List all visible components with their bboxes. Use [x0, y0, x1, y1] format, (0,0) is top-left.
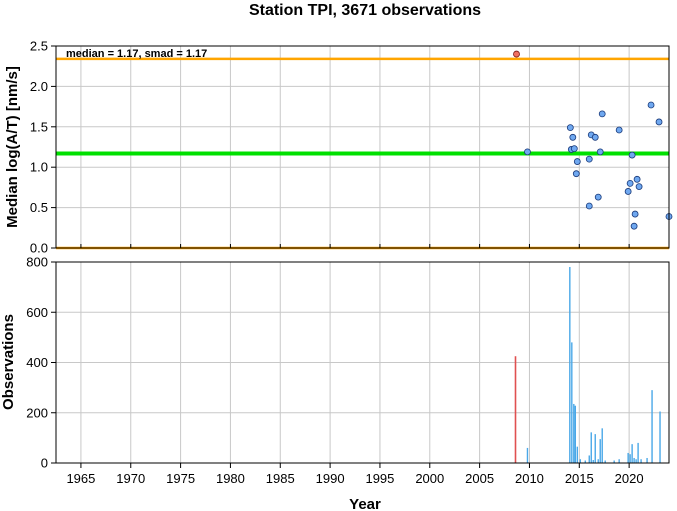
data-point — [626, 179, 634, 187]
top-y-tick-label: 1.0 — [30, 160, 48, 175]
x-tick-label: 1995 — [365, 471, 394, 486]
data-point — [573, 158, 581, 165]
x-tick-label: 1980 — [216, 471, 245, 486]
data-point — [635, 183, 643, 190]
data-point — [598, 110, 606, 118]
top-plot-frame — [55, 45, 670, 249]
bottom-y-tick-label: 800 — [26, 255, 48, 270]
top-y-tick-label: 2.0 — [30, 79, 48, 94]
highlight-data-point — [513, 50, 520, 58]
data-point — [594, 193, 602, 201]
data-point — [647, 101, 655, 109]
top-data-points — [513, 50, 673, 230]
x-tick-label: 2015 — [565, 471, 594, 486]
data-point — [631, 210, 639, 218]
data-point — [624, 188, 632, 195]
observation-bars — [514, 267, 661, 463]
bottom-y-tick-label: 400 — [26, 355, 48, 370]
bottom-y-tick-label: 600 — [26, 305, 48, 320]
data-point — [566, 124, 574, 132]
x-tick-label: 1990 — [316, 471, 345, 486]
x-tick-label: 1975 — [166, 471, 195, 486]
data-point — [655, 118, 663, 126]
data-point — [591, 133, 599, 141]
bottom-gridlines — [56, 261, 669, 464]
x-tick-label: 2000 — [415, 471, 444, 486]
x-tick-label: 2005 — [465, 471, 494, 486]
top-reference-lines — [56, 57, 669, 250]
median-annotation: median = 1.17, smad = 1.17 — [66, 48, 207, 60]
data-point — [633, 175, 641, 183]
x-tick-label: 1985 — [266, 471, 295, 486]
x-tick-label: 1965 — [66, 471, 95, 486]
bottom-y-axis-label: Observations — [0, 314, 17, 410]
data-point — [585, 202, 593, 210]
x-tick-label: 2020 — [615, 471, 644, 486]
data-point — [585, 155, 593, 163]
x-tick-labels: 1965 1970 1975 1980 1985 1990 1995 2000 2005 2010… — [66, 244, 644, 486]
bottom-y-tick-labels: 0 200 400 600 800 — [26, 255, 56, 471]
data-point — [570, 145, 578, 153]
data-point — [596, 148, 604, 156]
median-panel: 0.0 0.5 1.0 1.5 2.0 2.5 median = 1.17, smad =… — [4, 39, 673, 256]
data-point — [524, 148, 531, 156]
top-y-tick-label: 0.5 — [30, 200, 48, 215]
top-y-tick-labels: 0.0 0.5 1.0 1.5 2.0 2.5 — [30, 39, 56, 256]
top-y-tick-label: 0.0 — [30, 241, 48, 256]
x-tick-label: 1970 — [116, 471, 145, 486]
data-point — [615, 126, 623, 134]
bottom-y-tick-label: 200 — [26, 405, 48, 420]
bottom-y-tick-label: 0 — [41, 456, 48, 471]
data-point — [630, 222, 638, 230]
top-y-tick-label: 1.5 — [30, 119, 48, 134]
data-point — [572, 170, 580, 178]
top-y-tick-label: 2.5 — [30, 39, 48, 54]
chart-title: Station TPI, 3671 observations — [249, 2, 481, 19]
top-y-axis-label: Median log(A/T) [nm/s] — [4, 66, 21, 228]
x-axis-label: Year — [349, 496, 381, 511]
data-point — [628, 151, 636, 159]
x-tick-label: 2010 — [515, 471, 544, 486]
data-point — [569, 133, 577, 141]
